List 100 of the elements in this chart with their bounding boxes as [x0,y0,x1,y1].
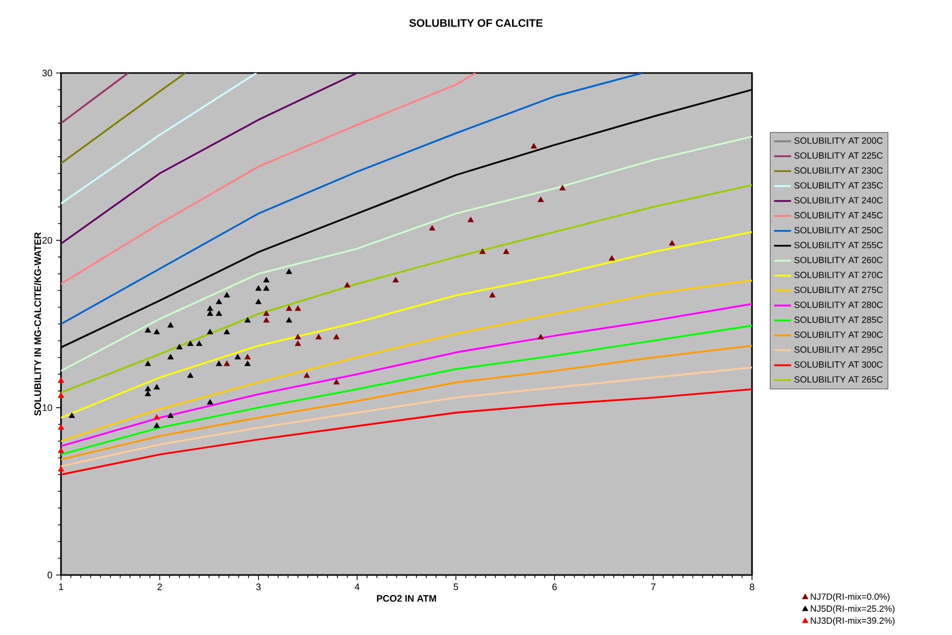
legend-label: SOLUBILITY AT 250C [794,226,883,234]
legend-label: SOLUBILITY AT 295C [794,346,883,353]
point [58,392,64,398]
line-series [61,324,752,456]
point [58,377,64,383]
line-series [61,231,752,419]
point [58,448,64,454]
point [333,378,340,384]
point [286,305,292,311]
x-tick-label: 7 [651,583,656,590]
point [224,292,230,298]
x-tick-label: 6 [552,584,557,590]
legend-label: SOLUBILITY AT 300C [794,361,883,368]
point [58,466,64,472]
point [206,328,214,334]
point [224,360,230,366]
point [144,386,152,392]
line-series [61,344,752,460]
line-series [61,72,477,285]
point [176,344,183,350]
point [206,310,214,316]
point [216,310,222,316]
legend-label: SOLUBILITY AT 255C [794,242,883,248]
point [216,360,222,366]
point [144,360,152,366]
point [316,334,322,340]
point [58,424,64,430]
point [144,390,152,396]
point [294,334,302,340]
legend-label: SOLUBILITY AT 230C [794,167,883,174]
y-tick-label: 30 [42,70,52,76]
chart-title: SOLUBILITY OF CALCITE [409,19,543,27]
point [187,340,194,346]
point [489,292,496,298]
point [530,143,537,149]
point [668,240,676,246]
point [263,285,270,291]
point [263,310,270,316]
legend-label: SOLUBILITY AT 235C [794,182,883,189]
legend-label: SOLUBILITY AT 290C [794,331,883,338]
x-tick-label: 8 [750,584,754,590]
legend-label: SOLUBILITY AT 270C [794,272,883,278]
x-tick-label: 5 [454,583,458,590]
legend-label: SOLUBILITY AT 285C [794,316,883,323]
point [187,372,194,378]
point [154,328,160,334]
point [286,317,292,323]
point [608,255,615,261]
point [154,422,160,428]
point [304,372,310,378]
point [144,327,152,333]
line-series [61,72,644,325]
legend-label: SOLUBILITY AT 245C [794,212,883,218]
point [206,305,214,311]
point [538,334,544,340]
x-tick-label: 2 [158,584,162,590]
line-series [61,72,358,245]
point [167,412,174,418]
line-series [61,303,752,448]
point [429,225,436,231]
point [244,317,251,323]
point [206,399,214,405]
point [196,340,202,346]
point [255,285,262,291]
y-tick-label: 0 [48,572,52,578]
legend-label: SOLUBILITY AT 280C [794,302,883,308]
legend-label: NJ5D(RI-mix=25.2%) [810,605,895,614]
point [503,248,510,254]
point [294,340,302,346]
line-series [61,388,752,476]
point [154,414,160,420]
legend-label: SOLUBILITY AT 200C [794,137,883,144]
y-tick-label: 10 [42,404,52,412]
line-series [61,280,752,442]
x-tick-label: 3 [256,584,261,590]
point [68,412,75,418]
point [216,298,222,304]
point [479,248,486,254]
y-axis-title: SOLUBILITY IN MG-CALCITE/KG-WATER [34,232,42,416]
legend-label: NJ3D(RI-mix=39.2%) [810,617,895,626]
x-tick-label: 1 [59,583,64,590]
point [224,328,230,334]
point [244,354,251,360]
legend-label: SOLUBILITY AT 260C [794,256,883,264]
point [333,334,340,340]
point [263,276,270,282]
point [344,282,350,288]
point [286,268,292,274]
point [234,354,241,360]
point [392,276,399,282]
legend-label: NJ7D(RI-mix=0.0%) [810,593,890,602]
point [263,317,270,323]
point [167,322,174,328]
point [255,298,262,304]
point [559,184,566,190]
point [294,305,302,311]
y-tick-label: 20 [42,236,52,244]
line-series [61,136,752,372]
legend-label: SOLUBILITY AT 265C [794,376,883,383]
x-axis-title: PCO2 IN ATM [377,595,436,602]
